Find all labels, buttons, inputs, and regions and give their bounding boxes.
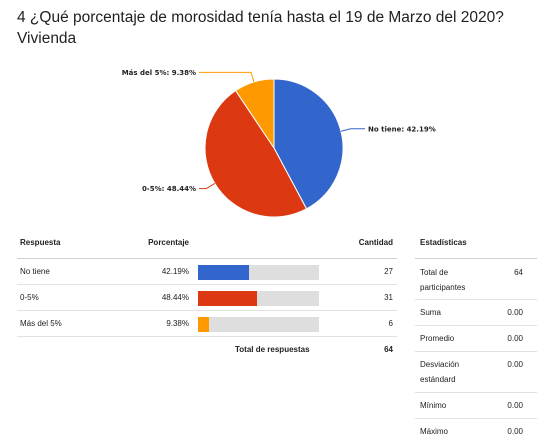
percentage-bar-track [198, 291, 319, 306]
slice-leader-line [199, 71, 255, 83]
stat-value: 0.00 [507, 427, 523, 436]
slice-leader-line [199, 183, 216, 190]
stat-label: Máximo [420, 427, 449, 436]
statistics-header: Estadísticas [415, 232, 537, 259]
row-count: 6 [388, 319, 393, 328]
row-answer: 0-5% [20, 293, 39, 302]
responses-table: Respuesta Porcentaje Cantidad No tiene 4… [17, 232, 397, 363]
stat-value: 0.00 [507, 401, 523, 410]
stat-row: Máximo 0.00 [415, 419, 537, 441]
stat-label: Mínimo [420, 401, 447, 410]
header-cantidad: Cantidad [358, 238, 393, 247]
row-answer: No tiene [20, 267, 50, 276]
stat-value: 0.00 [507, 334, 523, 343]
percentage-bar-track [198, 317, 319, 332]
header-respuesta: Respuesta [20, 238, 61, 247]
stat-row: Desviación estándard 0.00 [415, 352, 537, 393]
slice-mas-del-5 [234, 78, 275, 150]
responses-table-header: Respuesta Porcentaje Cantidad [17, 232, 397, 259]
question-title-line2: Vivienda [17, 30, 77, 47]
stat-label: Desviación estándard [420, 360, 460, 384]
stat-label: Promedio [420, 334, 455, 343]
total-label: Total de respuestas [235, 345, 310, 354]
stat-row: Mínimo 0.00 [415, 393, 537, 419]
stat-value: 0.00 [507, 360, 523, 369]
stat-label: Suma [420, 308, 441, 317]
header-porcentaje: Porcentaje [148, 238, 189, 247]
percentage-bar-fill [198, 265, 250, 280]
slice-label: No tiene: 42.19% [368, 125, 436, 133]
slice-leader-line [340, 128, 365, 132]
percentage-bar-track [198, 265, 319, 280]
table-row: 0-5% 48.44% 31 [17, 285, 397, 311]
row-count: 27 [384, 267, 393, 276]
stat-value: 0.00 [507, 308, 523, 317]
total-row: Total de respuestas 64 [17, 337, 397, 363]
table-row: Más del 5% 9.38% 6 [17, 311, 397, 337]
slice-label: Más del 5%: 9.38% [122, 69, 196, 77]
slice-0-5 [204, 89, 308, 218]
stat-value: 64 [514, 268, 523, 277]
percentage-bar-fill [198, 317, 210, 332]
row-percentage: 9.38% [166, 319, 189, 328]
row-answer: Más del 5% [20, 319, 62, 328]
slice-no-tiene [273, 78, 344, 210]
row-percentage: 48.44% [161, 293, 189, 302]
percentage-bar-fill [198, 291, 257, 306]
question-title-line1: 4 ¿Qué porcentaje de morosidad tenía has… [17, 9, 504, 26]
stat-row: Promedio 0.00 [415, 326, 537, 352]
table-row: No tiene 42.19% 27 [17, 259, 397, 285]
stat-label: Total de participantes [420, 268, 466, 292]
row-percentage: 42.19% [161, 267, 189, 276]
total-value: 64 [384, 345, 393, 354]
row-count: 31 [384, 293, 393, 302]
stat-row: Total de participantes 64 [415, 259, 537, 300]
question-title: 4 ¿Qué porcentaje de morosidad tenía has… [17, 7, 504, 49]
pie-chart: No tiene: 42.19% 0-5%: 48.44% Más del 5%: … [122, 69, 436, 218]
slice-label: 0-5%: 48.44% [142, 185, 196, 193]
stat-row: Suma 0.00 [415, 300, 537, 326]
statistics-panel: Estadísticas Total de participantes 64 S… [415, 232, 537, 441]
